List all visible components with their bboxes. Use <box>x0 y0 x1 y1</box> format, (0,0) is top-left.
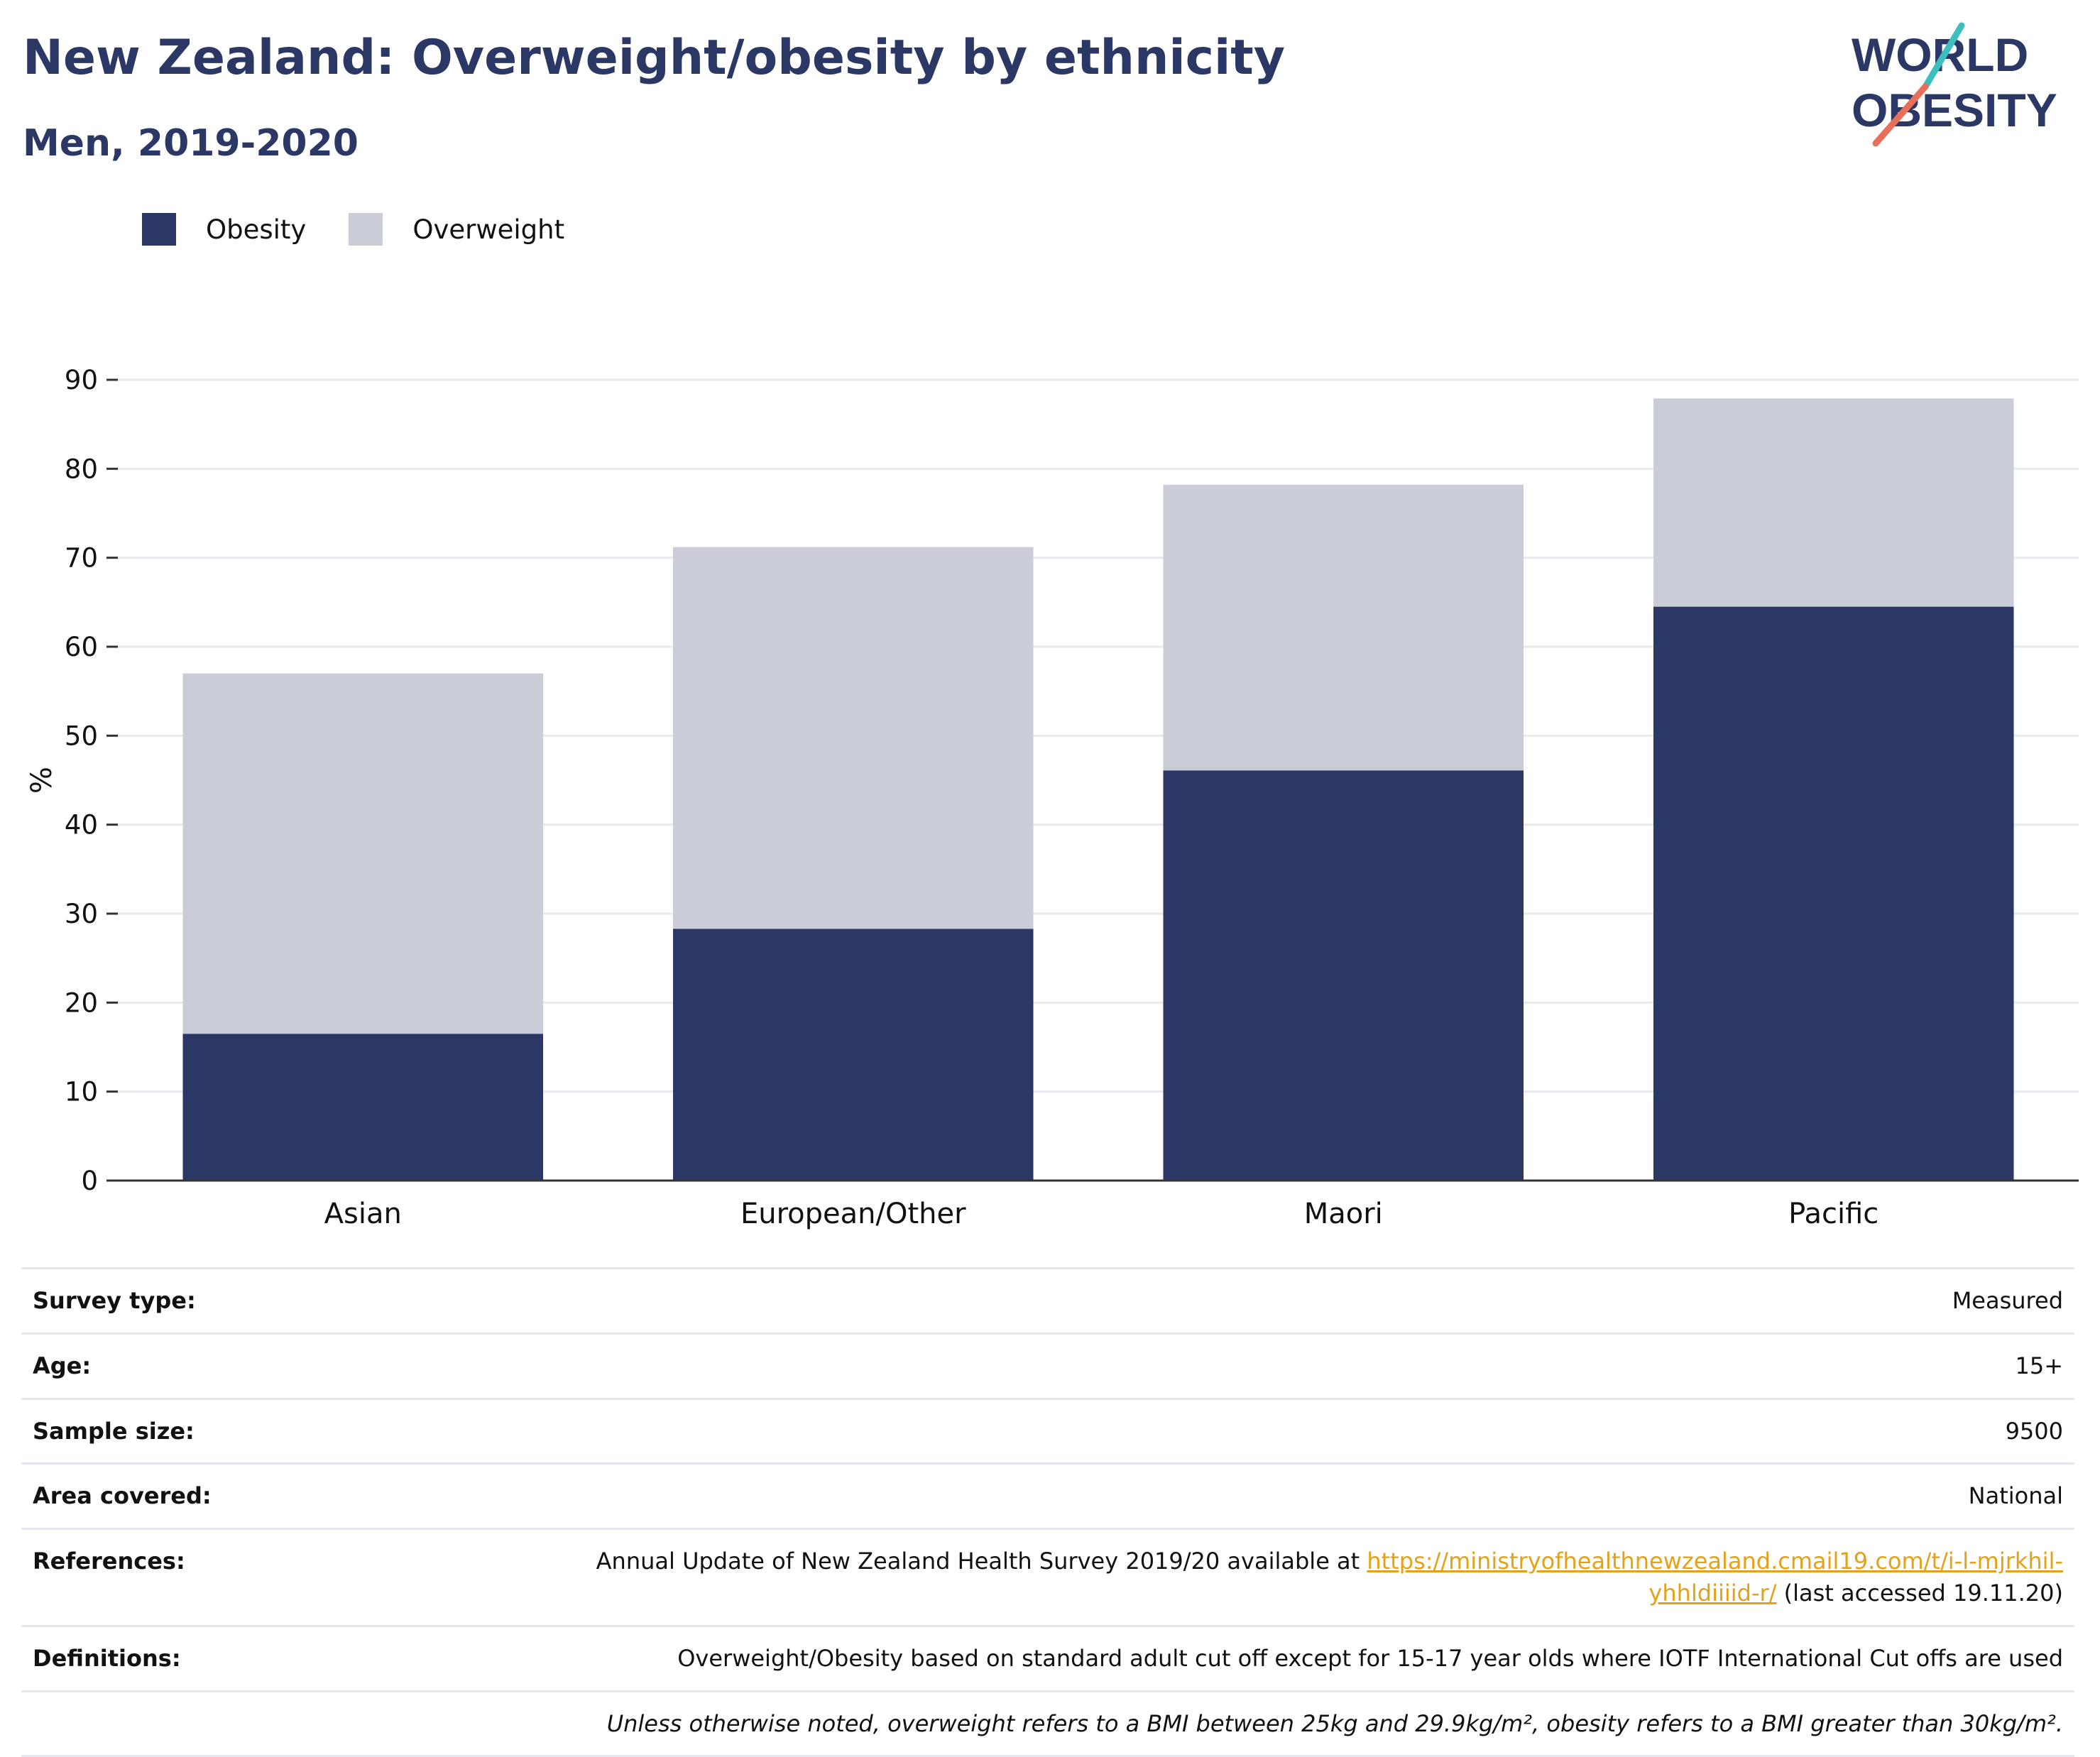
y-tick-label: 50 <box>65 721 98 751</box>
bar-obesity-asian <box>182 1034 544 1181</box>
x-tick-label: Asian <box>324 1198 402 1230</box>
survey-type-label: Survey type: <box>21 1267 271 1334</box>
logo-text-world: WORLD <box>1852 28 2028 81</box>
y-tick-label: 60 <box>65 632 98 662</box>
y-tick-label: 20 <box>65 987 98 1018</box>
chart-legend: Obesity Overweight <box>142 210 607 248</box>
sample-size-value: 9500 <box>271 1397 2074 1464</box>
x-tick-label: Pacific <box>1788 1198 1878 1230</box>
area-covered-value: National <box>271 1462 2074 1529</box>
chart-title: New Zealand: Overweight/obesity by ethni… <box>23 30 1286 86</box>
logo-slash-coral <box>1872 83 1929 147</box>
bar-obesity-european-other <box>672 929 1034 1181</box>
y-tick-label: 40 <box>65 810 98 841</box>
definitions-value: Overweight/Obesity based on standard adu… <box>271 1624 2074 1692</box>
row-definitions: Definitions: Overweight/Obesity based on… <box>21 1624 2074 1692</box>
bar-overweight-pacific <box>1653 398 2014 607</box>
y-tick-label: 70 <box>65 543 98 574</box>
row-references: References: Annual Update of New Zealand… <box>21 1528 2074 1626</box>
axes: 0 10 20 30 40 50 60 70 80 90% Asian European/Other M… <box>26 365 2079 1230</box>
bar-obesity-pacific <box>1653 606 2014 1181</box>
bmi-footnote: Unless otherwise noted, overweight refer… <box>271 1690 2074 1757</box>
y-axis-label: % <box>26 767 58 794</box>
logo-text-obesity: OBESITY <box>1852 84 2057 136</box>
survey-details-table: Survey type: Measured Age: 15+ Sample si… <box>21 1267 2074 1757</box>
bar-overweight-maori <box>1163 484 1524 771</box>
sample-size-label: Sample size: <box>21 1397 271 1464</box>
legend-swatch-obesity <box>142 213 176 246</box>
area-covered-label: Area covered: <box>21 1462 271 1529</box>
references-value: Annual Update of New Zealand Health Surv… <box>271 1528 2074 1626</box>
world-obesity-logo: WORLD OBESITY <box>1852 22 2057 147</box>
age-value: 15+ <box>271 1332 2074 1399</box>
y-tick-label: 80 <box>65 454 98 484</box>
row-survey-type: Survey type: Measured <box>21 1267 2074 1334</box>
y-tick-label: 30 <box>65 899 98 929</box>
bar-obesity-maori <box>1163 770 1524 1181</box>
row-footnote: Unless otherwise noted, overweight refer… <box>21 1690 2074 1757</box>
x-tick-label: European/Other <box>740 1198 966 1230</box>
references-link-part1: https://ministryofhealthnewzealand.cmail… <box>1367 1548 2063 1575</box>
references-text: Annual Update of New Zealand Health Surv… <box>596 1548 1360 1575</box>
references-link[interactable]: https://ministryofhealthnewzealand.cmail… <box>1367 1548 2063 1607</box>
stacked-bar-chart: 0 10 20 30 40 50 60 70 80 90% Asian European/Other M… <box>26 365 2079 1230</box>
legend-swatch-overweight <box>349 213 383 246</box>
bar-overweight-asian <box>182 673 544 1034</box>
footnote-spacer <box>21 1690 271 1757</box>
row-sample-size: Sample size: 9500 <box>21 1397 2074 1464</box>
x-tick-label: Maori <box>1304 1198 1383 1230</box>
logo-slash-teal <box>1922 22 1965 90</box>
bar-overweight-european-other <box>672 547 1034 929</box>
definitions-label: Definitions: <box>21 1624 271 1692</box>
row-age: Age: 15+ <box>21 1332 2074 1399</box>
chart-subtitle: Men, 2019-2020 <box>23 122 359 165</box>
references-link-part2: yhhldiiiid-r/ <box>1648 1579 1777 1607</box>
legend-label-obesity: Obesity <box>206 214 307 245</box>
y-tick-label: 90 <box>65 365 98 395</box>
references-label: References: <box>21 1528 271 1626</box>
legend-item-overweight: Overweight <box>349 213 564 246</box>
y-tick-label: 0 <box>81 1166 98 1196</box>
survey-type-value: Measured <box>271 1267 2074 1334</box>
legend-label-overweight: Overweight <box>412 214 565 245</box>
references-suffix: (last accessed 19.11.20) <box>1783 1579 2063 1607</box>
row-area-covered: Area covered: National <box>21 1462 2074 1529</box>
y-tick-label: 10 <box>65 1077 98 1107</box>
bars <box>182 398 2014 1181</box>
legend-item-obesity: Obesity <box>142 213 306 246</box>
age-label: Age: <box>21 1332 271 1399</box>
